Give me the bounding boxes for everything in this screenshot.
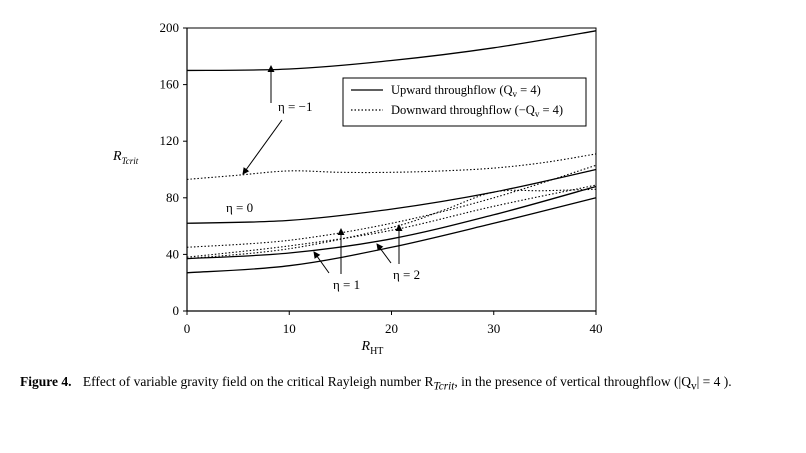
y-tick-label: 80: [166, 190, 179, 205]
series-line-eta-minus1-dotted: [186, 153, 597, 180]
plot-area: 0 40 80 120 160 200 0 10 20 30 40 RHT RTcrit Upward t…: [112, 20, 603, 357]
eta-annotation: η = 2: [393, 267, 420, 282]
figure-caption: Figure 4. Effect of variable gravity fie…: [20, 374, 800, 393]
annotation-arrow: [242, 119, 283, 175]
y-tick-label: 0: [173, 303, 180, 318]
x-tick-label: 20: [385, 321, 398, 336]
y-axis-label: RTcrit: [112, 149, 139, 166]
y-tick-label: 40: [166, 246, 179, 261]
legend-label: Upward throughflow (Qv = 4): [391, 83, 541, 99]
caption-text: Effect of variable gravity field on the …: [82, 374, 732, 393]
y-tick-label: 160: [160, 77, 180, 92]
annotation-arrow: [376, 243, 392, 264]
x-tick-label: 0: [184, 321, 191, 336]
series-line-eta-0-solid: [186, 168, 597, 224]
eta-annotation: η = −1: [278, 99, 312, 114]
x-tick-label: 40: [590, 321, 603, 336]
x-axis-label: RHT: [361, 339, 384, 357]
caption-symbol-sub: Tcrit: [433, 380, 455, 393]
caption-label: Figure 4.: [20, 374, 72, 389]
y-tick-label: 200: [160, 20, 180, 35]
x-tick-label: 30: [487, 321, 500, 336]
eta-annotation: η = 0: [226, 200, 253, 215]
series-line-eta-1-solid: [186, 185, 597, 260]
series-line-eta-2-solid: [186, 197, 597, 274]
series-line-eta-2-dotted: [186, 188, 597, 260]
x-tick-label: 10: [283, 321, 296, 336]
annotation-arrow: [313, 251, 330, 274]
eta-annotation: η = 1: [333, 277, 360, 292]
series-line-eta-1-dotted: [186, 184, 597, 258]
y-tick-label: 120: [160, 133, 180, 148]
legend-label: Downward throughflow (−Qv = 4): [391, 103, 563, 119]
series-line-eta-minus1-solid: [186, 30, 597, 72]
legend-box: [342, 77, 587, 127]
series-line-eta-0-dotted: [186, 164, 597, 248]
